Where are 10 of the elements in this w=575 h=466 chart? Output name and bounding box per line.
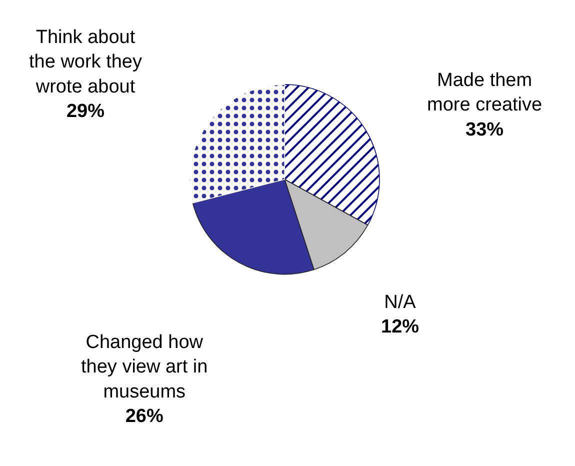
pie-slice <box>284 84 380 226</box>
data-label: 29% <box>66 101 105 122</box>
pie-slice <box>189 84 286 204</box>
data-label: 12% <box>381 316 420 338</box>
data-label: 33% <box>466 119 504 140</box>
data-label: 26% <box>125 406 164 428</box>
slice-label: Changed how they view art in museums <box>81 332 208 402</box>
slice-label: N/A <box>384 292 416 313</box>
slice-label: Made them more creative <box>427 70 542 116</box>
slice-label: Think about the work they wrote about <box>29 27 142 98</box>
